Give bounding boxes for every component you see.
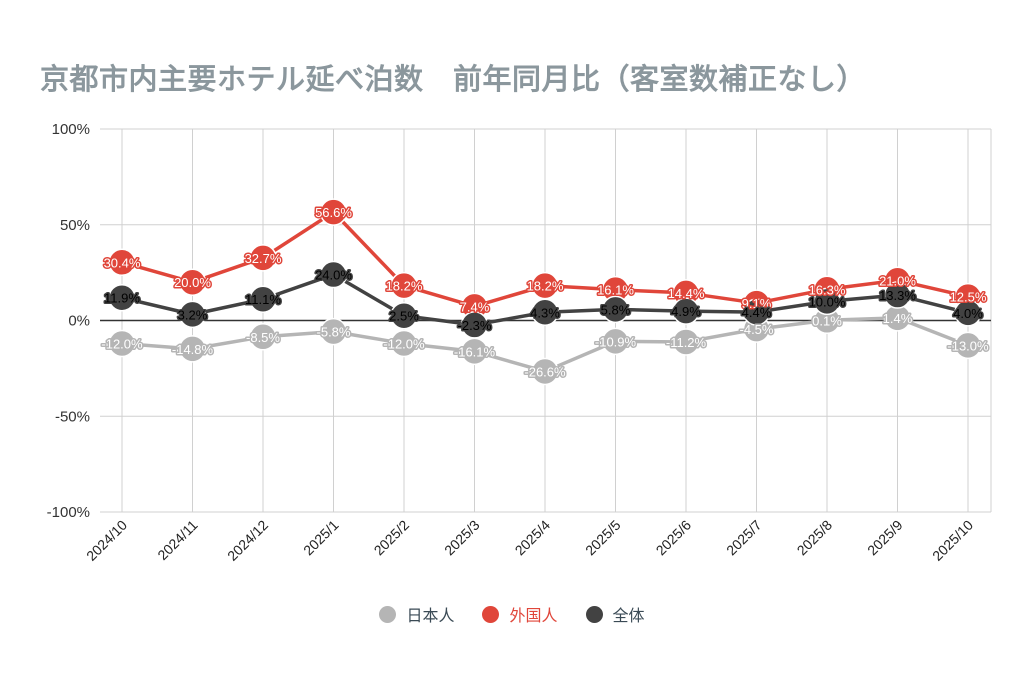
data-label-total: 11.9% xyxy=(104,291,140,306)
data-point-foreign xyxy=(108,248,136,277)
data-point-total xyxy=(883,281,912,309)
data-label-foreign: 20.0% xyxy=(174,275,211,290)
data-label-japanese: -26.6% xyxy=(524,364,566,379)
data-label-foreign: 18.2% xyxy=(527,279,564,294)
legend-marker xyxy=(482,605,500,623)
data-label-total: 4.9% xyxy=(671,304,701,319)
chart-title: 京都市内主要ホテル延べ泊数 前年同月比（客室数補正なし） xyxy=(40,62,867,96)
data-point-foreign xyxy=(249,244,277,272)
x-tick-label: 2025/1 xyxy=(300,517,342,559)
data-point-foreign xyxy=(390,271,418,300)
legend: 日本人 外国人 全体 xyxy=(0,602,1024,627)
data-label-total: 4.3% xyxy=(530,305,560,320)
data-point-japanese xyxy=(601,327,630,356)
data-point-total xyxy=(178,300,207,329)
data-label-japanese: -16.1% xyxy=(454,344,496,359)
data-label-japanese: -11.2% xyxy=(666,335,707,350)
data-point-japanese xyxy=(531,357,559,386)
data-label-total: 10.0% xyxy=(809,294,846,309)
data-label-total: 2.5% xyxy=(389,309,419,324)
data-point-japanese xyxy=(390,329,418,358)
data-label-foreign: 7.4% xyxy=(460,299,490,314)
data-label-foreign: 21.0% xyxy=(879,273,916,288)
legend-item-foreign: 外国人 xyxy=(482,602,558,626)
data-label-japanese: -14.8% xyxy=(172,342,214,357)
data-point-total xyxy=(742,298,771,326)
data-point-foreign xyxy=(178,268,207,296)
y-tick-label: 50% xyxy=(60,217,90,234)
x-tick-label: 2025/7 xyxy=(723,517,765,559)
data-point-total xyxy=(460,311,489,339)
y-tick-label: 0% xyxy=(68,313,90,330)
data-label-total: 24.0% xyxy=(315,268,352,283)
data-point-japanese xyxy=(954,331,982,360)
data-label-total: 3.2% xyxy=(178,307,208,322)
x-tick-label: 2025/10 xyxy=(929,517,976,564)
data-point-total xyxy=(108,283,136,312)
data-point-total xyxy=(319,260,348,289)
x-tick-label: 2024/12 xyxy=(224,517,271,564)
legend-label: 外国人 xyxy=(509,606,558,625)
data-label-japanese: -4.5% xyxy=(740,322,774,337)
data-point-total xyxy=(813,287,841,316)
data-label-japanese: -8.5% xyxy=(246,330,280,345)
data-label-foreign: 16.3% xyxy=(809,282,846,297)
x-tick-label: 2025/9 xyxy=(864,517,906,559)
data-point-japanese xyxy=(319,317,348,346)
line-chart: 100% 50% 0% -50% -100%2024/10 2024/11 2024/12 2… xyxy=(47,121,992,564)
legend-item-total: 全体 xyxy=(585,602,645,626)
data-label-total: -2.3% xyxy=(458,318,492,333)
legend-item-japanese: 日本人 xyxy=(379,602,454,626)
x-tick-label: 2025/5 xyxy=(582,517,624,559)
legend-label: 日本人 xyxy=(406,606,455,625)
y-tick-label: -100% xyxy=(47,504,90,521)
x-tick-label: 2025/4 xyxy=(512,517,554,559)
data-label-foreign: 32.7% xyxy=(245,251,282,266)
legend-marker xyxy=(585,605,603,623)
series-group xyxy=(108,198,982,386)
data-label-foreign: 18.2% xyxy=(386,279,423,294)
data-label-japanese: -12.0% xyxy=(101,336,143,351)
data-label-total: 11.1% xyxy=(245,292,281,307)
data-label-total: 13.3% xyxy=(879,288,916,303)
data-point-total xyxy=(390,301,418,330)
data-label-foreign: 9.1% xyxy=(742,296,772,311)
data-point-total xyxy=(672,297,700,325)
data-point-total xyxy=(249,285,277,313)
data-label-japanese: -5.8% xyxy=(317,325,351,340)
x-tick-label: 2024/10 xyxy=(83,517,130,564)
data-point-total xyxy=(531,298,559,327)
data-point-japanese xyxy=(672,328,700,356)
data-label-japanese: -13.0% xyxy=(947,338,989,353)
data-point-total xyxy=(601,295,630,324)
data-label-total: 5.8% xyxy=(601,302,631,317)
data-label-japanese: 0.1% xyxy=(812,313,842,328)
legend-marker xyxy=(379,605,397,623)
data-point-japanese xyxy=(108,329,136,358)
y-tick-label: -50% xyxy=(55,408,90,425)
data-label-total: 4.0% xyxy=(953,306,983,321)
data-label-foreign: 30.4% xyxy=(104,255,141,270)
x-tick-label: 2025/8 xyxy=(794,517,836,559)
x-tick-label: 2024/11 xyxy=(154,517,201,564)
legend-label: 全体 xyxy=(612,606,645,625)
data-label-japanese: -12.0% xyxy=(383,336,425,351)
data-label-japanese: 1.4% xyxy=(883,311,913,326)
data-point-foreign xyxy=(319,198,348,226)
data-point-total xyxy=(954,299,982,327)
data-point-japanese xyxy=(178,335,207,363)
data-label-foreign: 16.1% xyxy=(597,283,634,298)
data-label-foreign: 14.4% xyxy=(668,286,705,301)
data-label-total: 4.4% xyxy=(742,305,772,320)
data-label-foreign: 12.5% xyxy=(950,290,987,305)
x-tick-label: 2025/2 xyxy=(371,517,413,559)
data-label-japanese: -10.9% xyxy=(595,334,637,349)
x-tick-label: 2025/6 xyxy=(653,517,695,559)
y-tick-label: 100% xyxy=(52,121,90,138)
data-point-japanese xyxy=(249,323,277,351)
data-label-foreign: 56.6% xyxy=(315,205,352,220)
data-labels: -12.0% -14.8% -8.5% -5.8% -12.0% -16.1% -26.6%… xyxy=(100,204,991,381)
x-tick-label: 2025/3 xyxy=(441,517,483,559)
